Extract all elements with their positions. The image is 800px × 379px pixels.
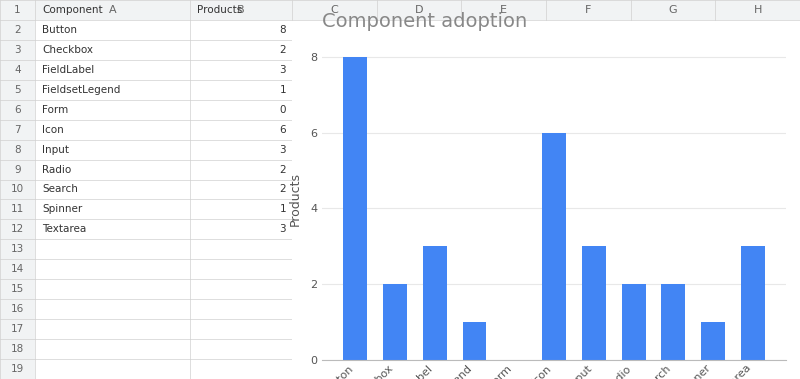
Text: 15: 15 [11, 284, 24, 294]
Bar [0, 359, 35, 379]
Bar [0, 80, 35, 100]
Bar [0, 100, 35, 120]
Text: H: H [754, 5, 762, 15]
Bar [542, 133, 566, 360]
Text: 10: 10 [11, 185, 24, 194]
Text: E: E [500, 5, 507, 15]
Bar [0, 279, 35, 299]
Text: F: F [585, 5, 591, 15]
Text: 17: 17 [11, 324, 24, 334]
Bar [0, 60, 35, 80]
Bar [622, 284, 646, 360]
Text: Checkbox: Checkbox [42, 45, 94, 55]
Bar [0, 319, 35, 339]
Text: C: C [330, 5, 338, 15]
Text: 8: 8 [279, 25, 286, 35]
Bar [0, 160, 35, 180]
Text: Radio: Radio [42, 164, 71, 175]
Text: A: A [109, 5, 116, 15]
Text: 2: 2 [279, 45, 286, 55]
Text: Products: Products [197, 5, 242, 15]
Bar [0, 180, 35, 199]
Bar [741, 246, 765, 360]
Text: 3: 3 [279, 224, 286, 234]
Text: 3: 3 [279, 145, 286, 155]
Text: G: G [669, 5, 678, 15]
Text: 8: 8 [14, 145, 21, 155]
Text: FieldLabel: FieldLabel [42, 65, 94, 75]
Text: 5: 5 [14, 85, 21, 95]
Text: 3: 3 [14, 45, 21, 55]
Bar [0, 120, 35, 139]
Text: FieldsetLegend: FieldsetLegend [42, 85, 121, 95]
Bar [0, 0, 35, 20]
Bar [702, 322, 725, 360]
Text: 6: 6 [279, 125, 286, 135]
Bar [292, 0, 800, 20]
Text: 19: 19 [11, 364, 24, 374]
Text: Textarea: Textarea [42, 224, 86, 234]
Text: 1: 1 [14, 5, 21, 15]
Text: 2: 2 [279, 185, 286, 194]
Text: 7: 7 [14, 125, 21, 135]
Text: 3: 3 [279, 65, 286, 75]
Text: 2: 2 [14, 25, 21, 35]
Bar [0, 20, 35, 40]
Text: 1: 1 [279, 204, 286, 215]
Bar [0, 40, 35, 60]
Text: Component: Component [42, 5, 103, 15]
Text: 12: 12 [11, 224, 24, 234]
Bar [0, 299, 35, 319]
Text: 4: 4 [14, 65, 21, 75]
Text: Component adoption: Component adoption [322, 12, 527, 31]
Bar [582, 246, 606, 360]
Y-axis label: Products: Products [289, 172, 302, 226]
Bar [662, 284, 686, 360]
Text: 11: 11 [11, 204, 24, 215]
Bar [0, 0, 292, 20]
Bar [0, 199, 35, 219]
Text: Spinner: Spinner [42, 204, 82, 215]
Text: Search: Search [42, 185, 78, 194]
Text: 0: 0 [280, 105, 286, 115]
Bar [0, 240, 35, 259]
Text: D: D [414, 5, 423, 15]
Text: B: B [237, 5, 245, 15]
Text: Button: Button [42, 25, 78, 35]
Text: 9: 9 [14, 164, 21, 175]
Bar [0, 219, 35, 240]
Bar [423, 246, 446, 360]
Text: 1: 1 [279, 85, 286, 95]
Bar [383, 284, 407, 360]
Bar [0, 259, 35, 279]
Text: 6: 6 [14, 105, 21, 115]
Bar [0, 139, 35, 160]
Bar [0, 339, 35, 359]
Text: Input: Input [42, 145, 70, 155]
Bar [462, 322, 486, 360]
Text: 18: 18 [11, 344, 24, 354]
Text: 13: 13 [11, 244, 24, 254]
Text: 16: 16 [11, 304, 24, 314]
Text: Form: Form [42, 105, 69, 115]
Text: 2: 2 [279, 164, 286, 175]
Bar [343, 57, 367, 360]
Text: 14: 14 [11, 264, 24, 274]
Text: Icon: Icon [42, 125, 64, 135]
